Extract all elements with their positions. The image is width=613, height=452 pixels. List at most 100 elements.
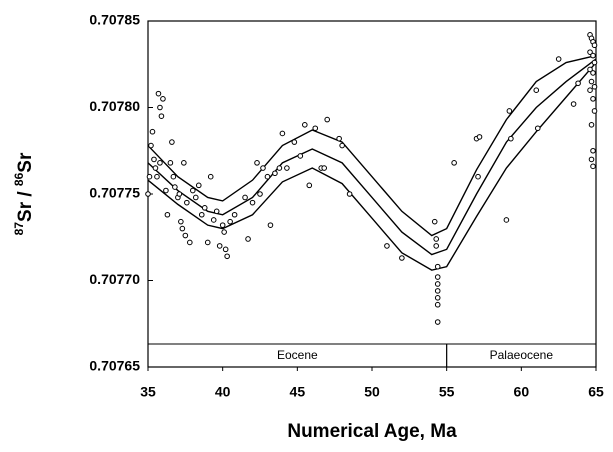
data-point: [434, 319, 441, 325]
data-point: [157, 160, 163, 166]
data-point: [506, 108, 513, 114]
plot-frame: [147, 20, 597, 368]
data-point: [451, 160, 457, 166]
data-point: [163, 187, 169, 194]
data-point: [324, 116, 331, 123]
data-point: [213, 208, 220, 215]
data-point: [555, 56, 562, 62]
data-point: [434, 295, 441, 301]
data-point: [508, 135, 514, 142]
data-point: [434, 301, 441, 308]
data-point: [254, 160, 260, 166]
x-tick-label: 40: [215, 384, 231, 400]
data-point: [210, 217, 217, 223]
fit-curve: [147, 62, 597, 271]
data-point: [154, 173, 160, 180]
y-axis-label: 87Sr / 86Sr: [12, 152, 36, 235]
x-tick-label: 50: [364, 384, 380, 400]
data-point: [222, 246, 229, 253]
data-point: [231, 211, 238, 218]
data-point: [152, 165, 159, 171]
data-point: [588, 78, 595, 85]
data-point: [227, 218, 233, 225]
data-point: [157, 104, 163, 111]
data-point: [590, 147, 596, 154]
data-point: [433, 243, 440, 249]
data-point: [399, 255, 405, 261]
plot-area: Eocene Palaeocene 0.70765 0.70770 0.70775 0.7…: [89, 12, 604, 400]
data-point: [433, 236, 440, 242]
epoch-label: Palaeocene: [490, 348, 554, 362]
data-point: [575, 80, 581, 87]
data-point: [190, 187, 196, 194]
data-point: [245, 236, 251, 242]
data-point: [297, 153, 304, 159]
data-point: [267, 222, 274, 228]
y-tick-label: 0.70770: [89, 271, 140, 287]
data-point: [591, 83, 598, 90]
y-tick-label: 0.70765: [89, 358, 140, 374]
data-point: [178, 218, 184, 225]
data-point: [336, 135, 342, 142]
data-point: [476, 134, 483, 140]
data-point: [590, 70, 596, 76]
data-point: [434, 274, 441, 280]
data-point: [195, 182, 202, 189]
data-point: [475, 173, 481, 180]
data-point: [184, 199, 190, 206]
data-point: [148, 142, 154, 149]
data-point: [257, 191, 263, 197]
data-point: [249, 199, 256, 206]
data-point: [158, 113, 165, 119]
data-point: [291, 139, 298, 145]
y-tick-label: 0.70780: [89, 98, 140, 114]
data-point: [160, 96, 166, 102]
fit-curve: [147, 54, 597, 237]
data-point: [260, 165, 266, 171]
x-tick-label: 60: [514, 384, 530, 400]
data-point: [179, 225, 186, 232]
data-point: [187, 239, 193, 246]
data-point: [591, 42, 598, 49]
y-label-sup: 86: [12, 172, 26, 186]
data-point: [591, 59, 598, 66]
data-point: [272, 170, 278, 177]
data-point: [346, 191, 353, 197]
data-point: [588, 122, 595, 128]
data-point: [170, 173, 177, 180]
data-point: [192, 194, 199, 201]
data-point: [167, 160, 174, 166]
data-point: [302, 122, 308, 128]
data-point: [176, 191, 183, 197]
data-point: [146, 173, 153, 180]
data-point: [284, 165, 290, 171]
x-axis-label: Numerical Age, Ma: [287, 421, 457, 442]
data-point: [182, 232, 189, 239]
data-point: [221, 229, 227, 235]
data-point: [590, 163, 596, 170]
data-point: [503, 217, 510, 223]
y-tick-label: 0.70785: [89, 12, 140, 28]
data-point: [204, 239, 211, 246]
data-point: [198, 211, 205, 218]
data-point: [434, 263, 441, 270]
data-point: [155, 90, 162, 97]
data-point: [145, 191, 151, 197]
data-point: [164, 211, 171, 218]
data-point: [207, 173, 214, 180]
data-point: [169, 139, 175, 145]
data-point: [306, 182, 313, 189]
y-label-sup: 87: [12, 222, 26, 236]
data-point: [533, 87, 540, 93]
data-point: [534, 125, 541, 132]
data-point: [276, 165, 283, 171]
data-point: [242, 194, 248, 201]
x-tick-label: 55: [439, 384, 455, 400]
data-point: [264, 173, 271, 180]
epoch-label: Eocene: [277, 348, 318, 362]
data-point: [149, 128, 156, 135]
data-point: [201, 205, 208, 211]
data-point: [570, 101, 577, 107]
data-point: [588, 156, 595, 163]
data-point: [587, 87, 593, 93]
